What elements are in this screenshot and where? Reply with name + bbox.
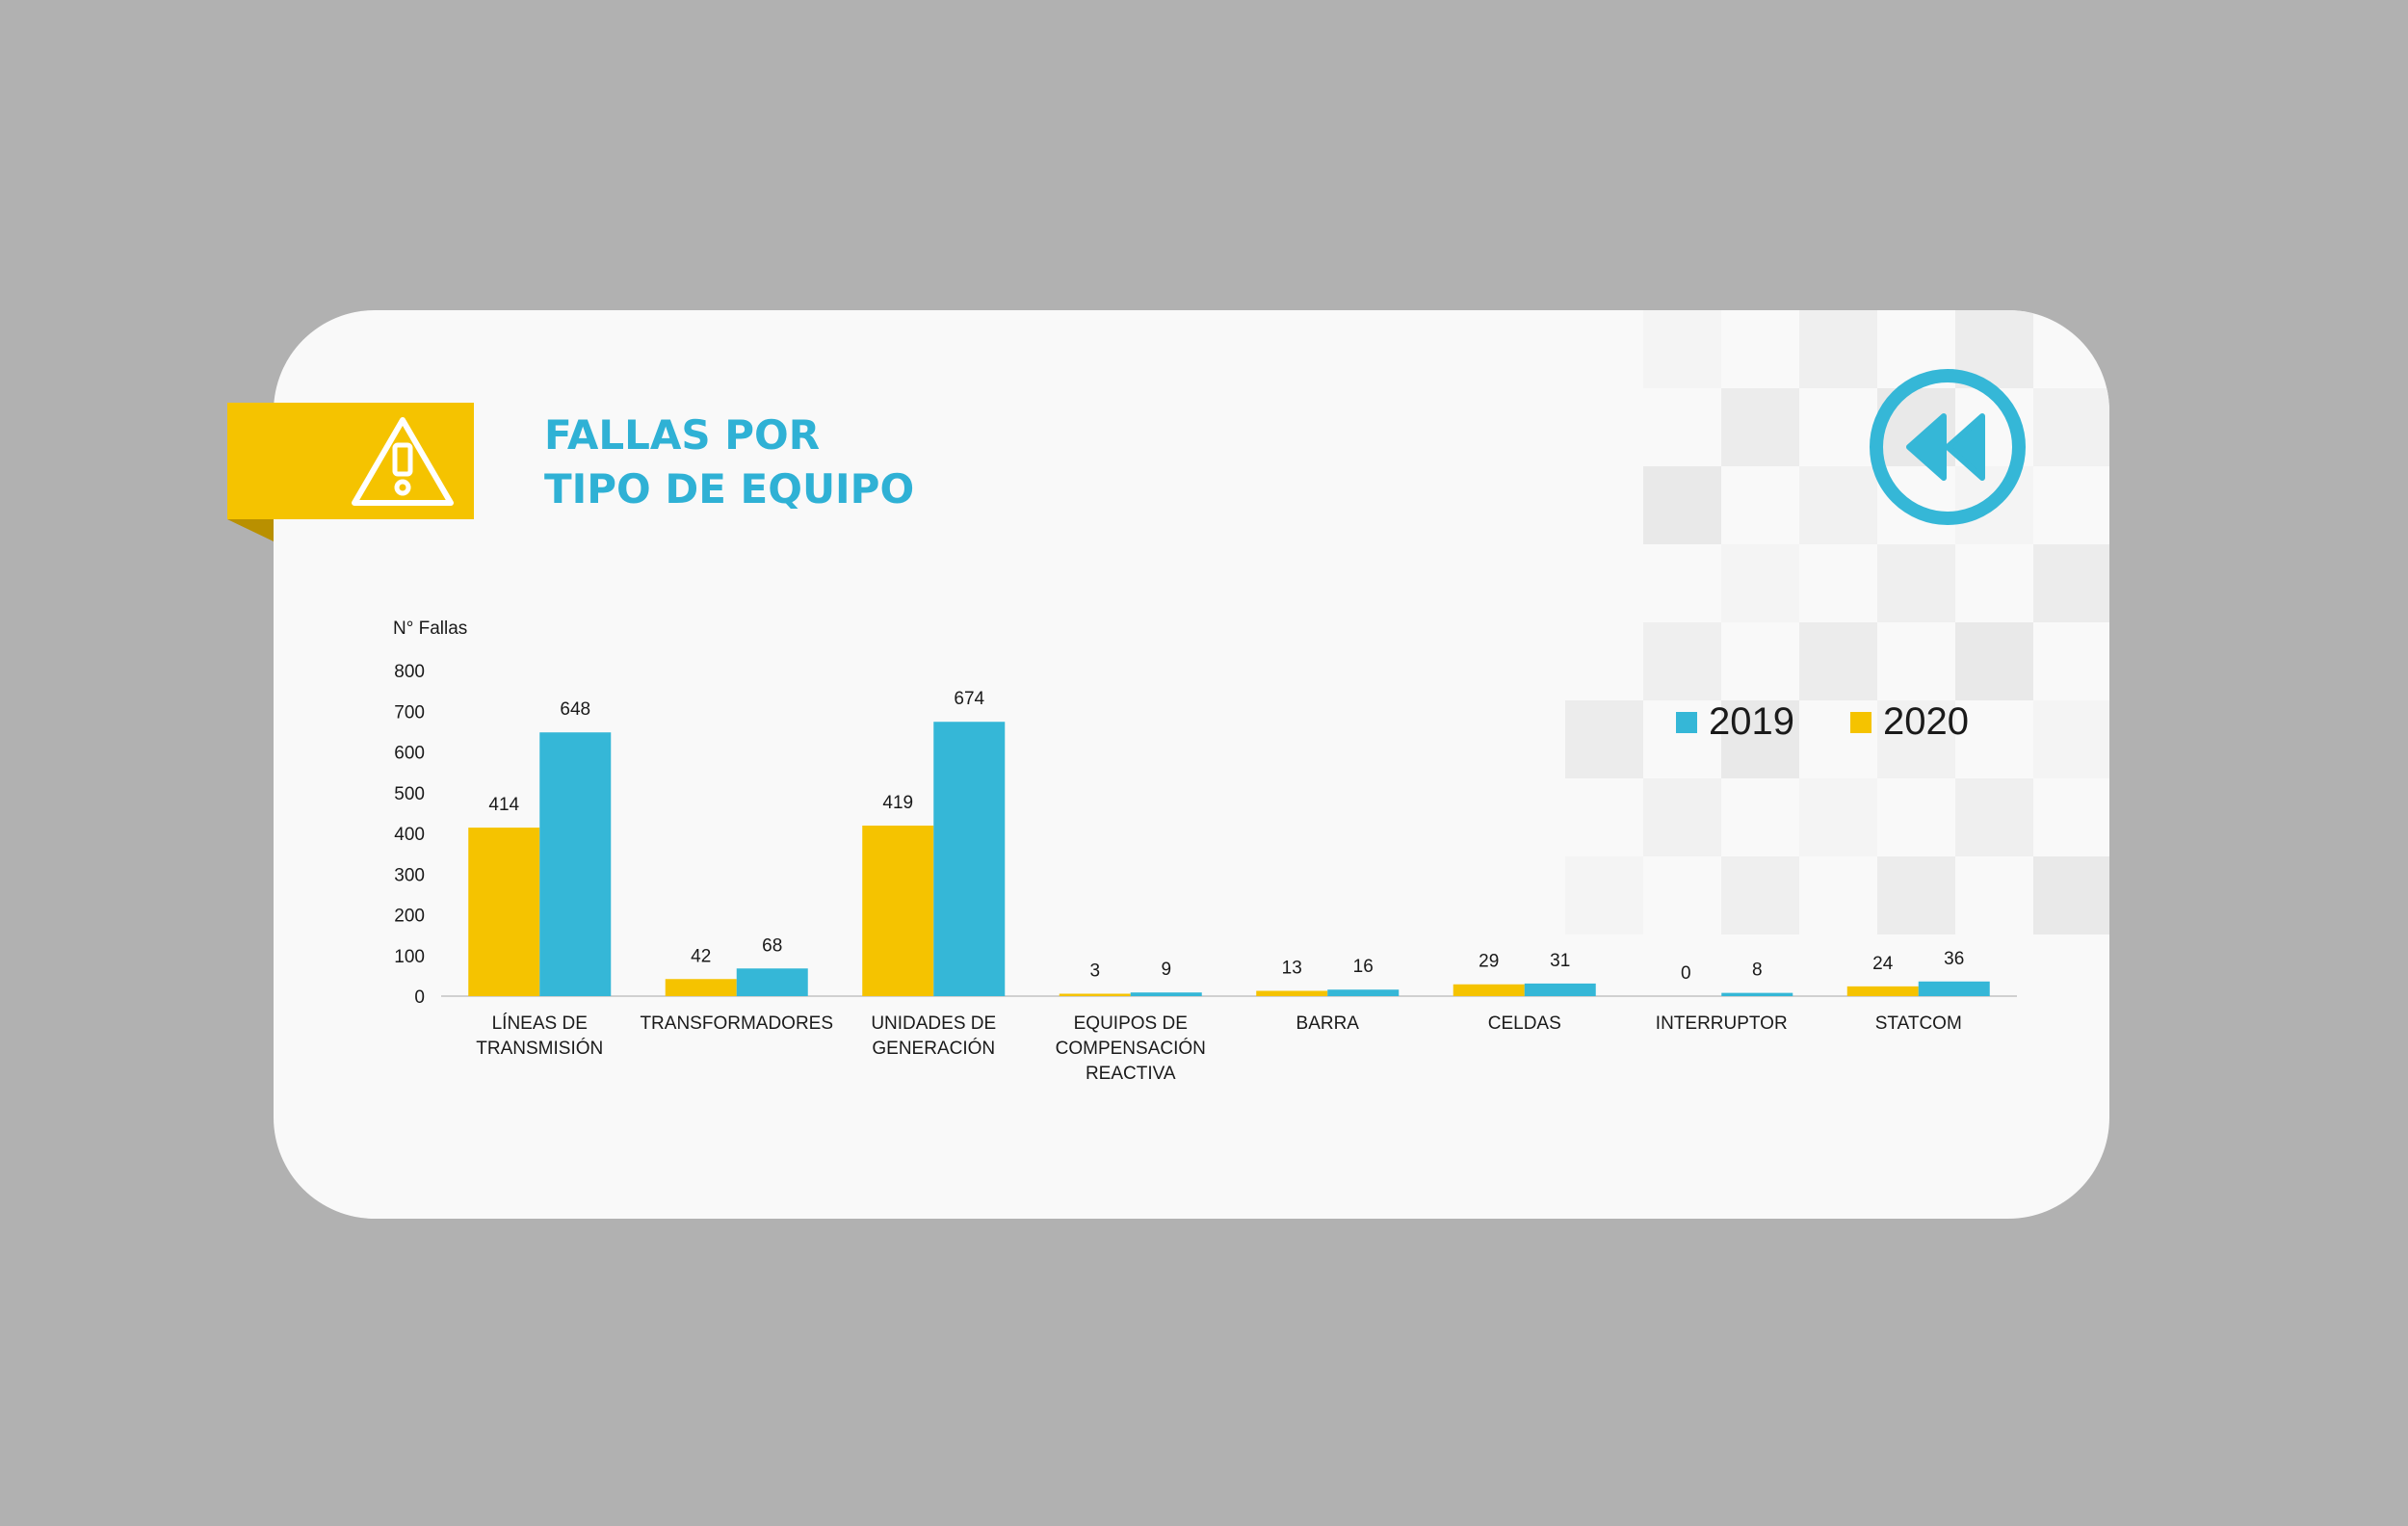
ribbon-fold [227,519,274,541]
warning-triangle-icon [352,417,454,506]
data-label-2019: 648 [560,699,590,720]
x-tick-label: BARRA [1296,1013,1360,1034]
data-label-2019: 36 [1944,949,1964,969]
data-label-2019: 31 [1550,951,1570,971]
bar-2019 [1327,989,1400,996]
bar-2019 [1130,992,1202,996]
data-label-2019: 16 [1353,957,1374,977]
legend: 2019 2020 [1676,700,1969,744]
y-tick-label: 800 [394,662,425,682]
bar-2020 [862,825,934,996]
bar-2020 [1256,990,1328,996]
y-tick-label: 700 [394,702,425,723]
title-line-1: FALLAS POR [544,411,821,459]
y-tick-label: 200 [394,907,425,927]
legend-swatch-2019 [1676,711,1697,733]
data-label-2020: 24 [1872,954,1894,974]
x-tick-label: STATCOM [1875,1013,1962,1034]
bar-2019 [1524,983,1596,996]
bar-2019 [1721,992,1793,996]
bar-2020 [1059,993,1131,996]
x-tick-label: INTERRUPTOR [1656,1013,1788,1034]
y-tick-label: 400 [394,825,425,845]
rewind-button[interactable] [1869,368,2027,526]
data-label-2020: 414 [488,795,519,815]
bar-2020 [1846,986,1919,996]
y-tick-label: 300 [394,865,425,885]
data-label-2019: 68 [762,935,782,956]
data-label-2019: 8 [1752,960,1763,981]
data-label-2019: 9 [1161,960,1171,980]
bar-2019 [933,722,1006,996]
data-label-2020: 419 [882,793,913,813]
bar-2020 [665,979,737,996]
data-label-2020: 13 [1282,959,1302,979]
x-tick-label: EQUIPOS DE [1074,1013,1188,1034]
data-label-2020: 42 [691,946,711,966]
x-tick-label: COMPENSACIÓN [1056,1038,1206,1059]
x-tick-label: LÍNEAS DE [492,1013,588,1034]
bar-2020 [1453,984,1525,996]
warning-ribbon [227,403,474,519]
y-tick-label: 500 [394,784,425,804]
bar-2020 [468,828,540,996]
legend-label-2019: 2019 [1709,700,1794,743]
bar-2019 [539,732,612,996]
title-line-2: TIPO DE EQUIPO [544,465,915,513]
x-tick-label: CELDAS [1488,1013,1561,1034]
x-tick-label: GENERACIÓN [872,1038,995,1059]
x-tick-label: UNIDADES DE [871,1013,996,1034]
page-title: FALLAS POR TIPO DE EQUIPO [544,408,914,516]
legend-item-2019: 2019 [1676,700,1794,744]
rewind-icon [1906,413,1985,481]
y-tick-label: 0 [414,987,425,1008]
y-tick-label: 600 [394,744,425,764]
legend-swatch-2020 [1849,711,1871,733]
bar-2019 [1918,981,1990,996]
data-label-2020: 3 [1089,961,1100,982]
y-axis-label: N° Fallas [393,618,468,639]
y-tick-label: 100 [394,947,425,967]
x-tick-label: TRANSMISIÓN [476,1038,603,1059]
data-label-2019: 674 [954,689,984,709]
x-tick-label: REACTIVA [1086,1064,1176,1084]
data-label-2020: 29 [1479,952,1499,972]
bar-2019 [736,968,808,996]
legend-label-2020: 2020 [1882,700,1969,743]
x-tick-label: TRANSFORMADORES [640,1013,833,1034]
legend-item-2020: 2020 [1849,700,1969,744]
data-label-2020: 0 [1681,963,1691,984]
